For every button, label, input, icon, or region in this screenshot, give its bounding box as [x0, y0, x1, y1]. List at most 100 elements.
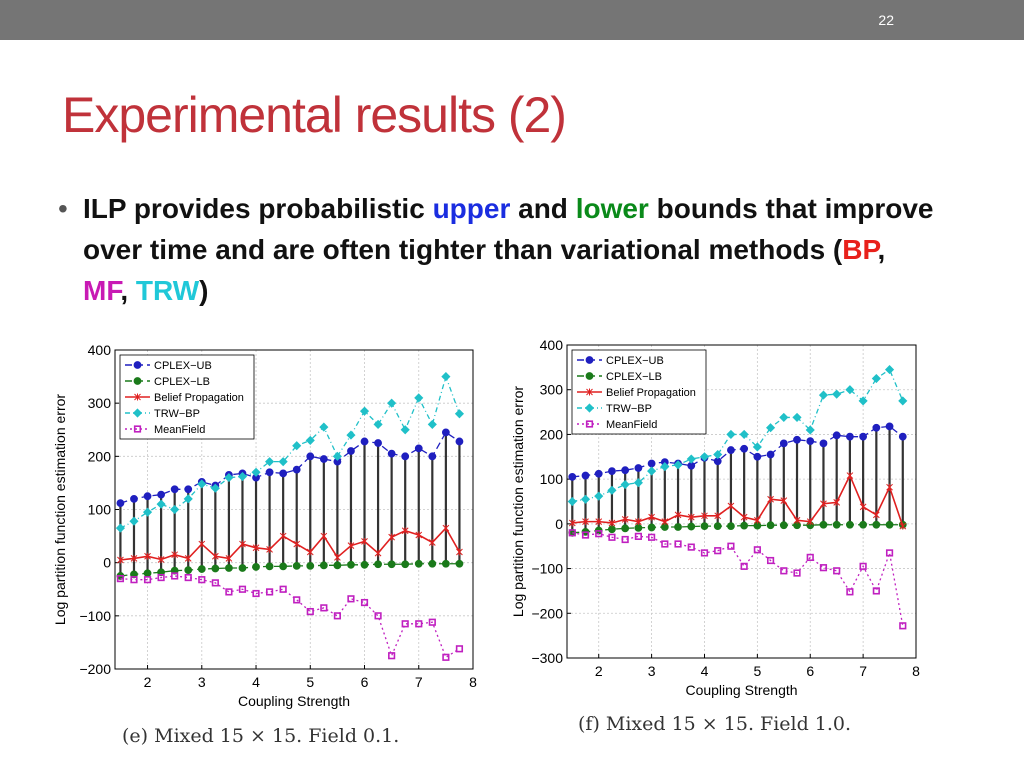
point-mf [648, 533, 656, 541]
point-cplex-lb [319, 561, 328, 570]
point-mf [347, 595, 355, 603]
point-mf [211, 579, 219, 587]
point-cplex-ub [727, 446, 735, 454]
point-cplex-lb [401, 560, 410, 569]
plot-frame [566, 344, 917, 659]
point-bp [198, 540, 206, 548]
point-cplex-lb [713, 522, 722, 530]
point-cplex-lb [265, 562, 274, 571]
legend-label: TRW−BP [154, 408, 200, 420]
point-bp [117, 556, 124, 564]
x-tick-label: 8 [469, 674, 477, 690]
point-cplex-lb [279, 562, 288, 571]
point-mf [780, 567, 788, 575]
point-mf [143, 576, 152, 584]
legend-label: CPLEX−LB [154, 376, 210, 388]
point-bp [388, 533, 395, 541]
point-trw [373, 419, 383, 429]
point-trw [699, 452, 710, 462]
slide-title: Experimental results (2) [62, 87, 567, 143]
bullet-text: ILP provides probabilistic upper and low… [83, 188, 938, 311]
legend-marker-cplex-ub [585, 356, 594, 364]
point-cplex-lb [687, 522, 696, 531]
point-bp [225, 554, 233, 562]
point-cplex-lb [859, 520, 868, 529]
point-trw [580, 494, 591, 504]
point-trw [792, 412, 802, 423]
mf-word: MF [83, 275, 121, 306]
point-cplex-ub [116, 499, 125, 508]
x-tick-label: 8 [912, 663, 920, 679]
point-bp [859, 503, 867, 511]
point-bp [701, 512, 708, 520]
bullet-text-part: and [510, 193, 576, 224]
point-trw [183, 494, 193, 504]
point-cplex-lb [387, 560, 396, 569]
point-bp [320, 532, 328, 540]
y-axis-label: Log partition function estimation error [510, 386, 526, 617]
y-tick-label: 300 [88, 395, 112, 411]
point-cplex-ub [594, 469, 603, 478]
point-trw [454, 409, 465, 419]
x-tick-label: 2 [144, 674, 152, 690]
point-mf [442, 653, 450, 661]
point-bp [714, 512, 722, 520]
point-mf [388, 652, 396, 660]
point-cplex-lb [414, 559, 423, 568]
point-bp [661, 518, 669, 526]
point-bp [415, 531, 423, 539]
x-tick-label: 3 [648, 663, 656, 679]
point-trw [766, 423, 776, 433]
point-trw [197, 479, 207, 489]
point-trw [713, 449, 723, 460]
point-trw [115, 523, 125, 533]
point-mf [899, 622, 907, 630]
point-trw [673, 460, 683, 470]
y-tick-label: 0 [103, 555, 111, 571]
point-bp [266, 545, 273, 553]
point-cplex-lb [766, 521, 775, 530]
point-trw [292, 441, 302, 451]
point-cplex-ub [387, 449, 396, 458]
point-bp [293, 540, 301, 548]
point-mf [700, 549, 709, 557]
point-mf [687, 543, 695, 551]
point-trw [567, 496, 577, 507]
point-trw [142, 507, 153, 517]
point-cplex-lb [608, 525, 616, 534]
legend-marker-cplex-ub [133, 361, 142, 369]
legend-marker-cplex-lb [133, 377, 142, 385]
point-bp [334, 553, 341, 561]
chart-f: 2 3 4 5 6 7 8 −300 −200 −100 0 100 200 300 400 CPLEX−UB… [510, 337, 920, 698]
point-cplex-ub [647, 459, 656, 468]
point-cplex-ub [793, 435, 801, 444]
point-mf [753, 546, 761, 554]
slide-number: 22 [878, 12, 894, 28]
point-mf [360, 598, 369, 607]
point-cplex-lb [306, 561, 315, 570]
point-trw [686, 454, 696, 464]
point-mf [415, 620, 423, 628]
point-cplex-ub [832, 431, 841, 440]
point-mf [428, 618, 436, 626]
point-cplex-lb [252, 563, 260, 571]
x-tick-label: 5 [306, 674, 314, 690]
point-trw [319, 422, 329, 432]
point-bp [767, 495, 774, 503]
point-trw [607, 485, 617, 495]
point-trw [346, 430, 356, 440]
point-mf [320, 604, 328, 612]
point-mf [265, 588, 274, 596]
point-cplex-ub [184, 485, 193, 494]
x-axis-label: Coupling Strength [238, 693, 350, 709]
point-bp [361, 537, 368, 545]
point-mf [793, 569, 801, 577]
lower-word: lower [575, 193, 649, 224]
point-cplex-lb [441, 559, 450, 568]
point-trw [427, 419, 437, 429]
point-bp [568, 519, 576, 527]
point-cplex-lb [333, 561, 342, 570]
y-tick-label: −300 [531, 650, 563, 666]
point-trw [170, 504, 180, 515]
point-bp [306, 548, 314, 556]
